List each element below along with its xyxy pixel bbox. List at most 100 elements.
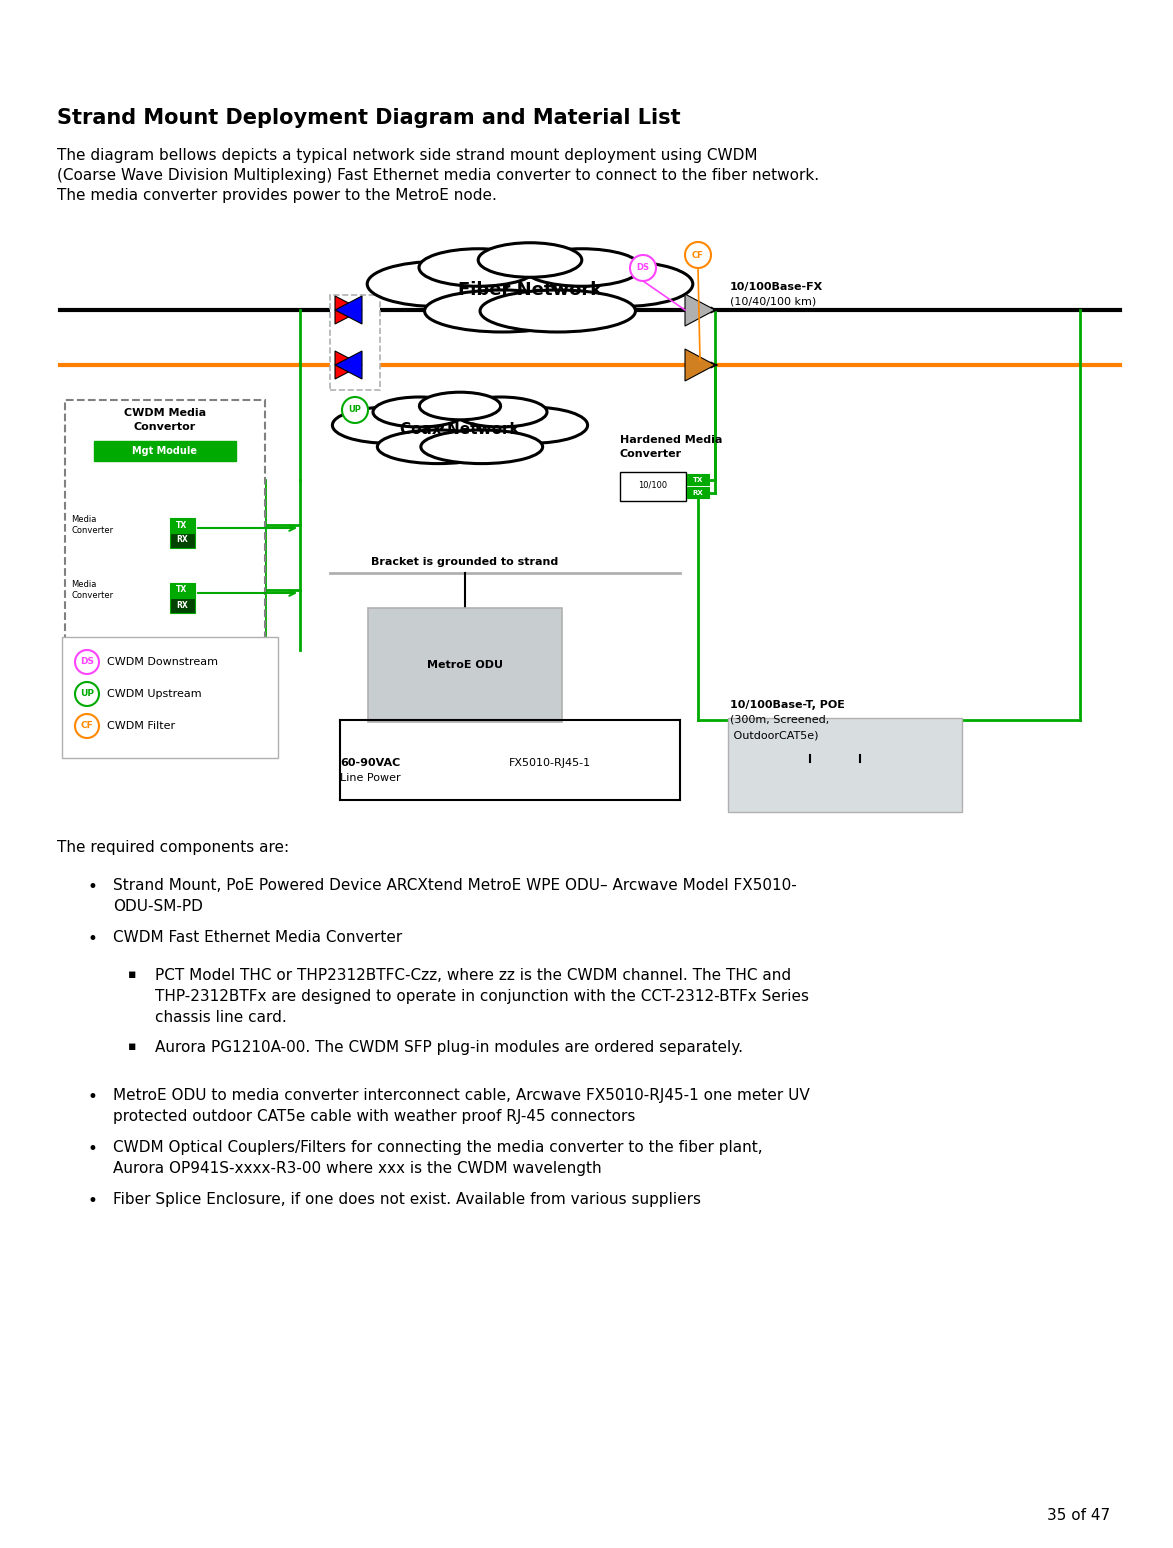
Text: CWDM Media: CWDM Media — [124, 409, 206, 418]
FancyBboxPatch shape — [619, 472, 685, 500]
Text: Aurora OP941S-xxxx-R3-00 where xxx is the CWDM wavelength: Aurora OP941S-xxxx-R3-00 where xxx is th… — [113, 1161, 602, 1176]
Polygon shape — [335, 296, 362, 324]
Circle shape — [75, 650, 99, 673]
Text: (Coarse Wave Division Multiplexing) Fast Ethernet media converter to connect to : (Coarse Wave Division Multiplexing) Fast… — [57, 169, 819, 183]
Text: •: • — [88, 930, 97, 947]
Text: RX: RX — [692, 491, 704, 495]
Circle shape — [343, 396, 368, 423]
Ellipse shape — [552, 262, 693, 307]
Text: UP: UP — [348, 406, 361, 415]
Text: MetroE ODU to media converter interconnect cable, Arcwave FX5010-RJ45-1 one mete: MetroE ODU to media converter interconne… — [113, 1088, 809, 1104]
FancyBboxPatch shape — [65, 399, 265, 659]
Text: The required components are:: The required components are: — [57, 841, 289, 854]
Text: OutdoorCAT5e): OutdoorCAT5e) — [730, 731, 819, 740]
Text: 35 of 47: 35 of 47 — [1046, 1508, 1110, 1523]
Text: RX: RX — [176, 601, 188, 610]
Text: Mgt Module: Mgt Module — [133, 446, 197, 457]
Text: CWDM Upstream: CWDM Upstream — [107, 689, 202, 700]
Text: ▪: ▪ — [128, 1040, 136, 1053]
Polygon shape — [685, 294, 716, 327]
FancyBboxPatch shape — [686, 474, 710, 486]
FancyBboxPatch shape — [728, 718, 962, 813]
Text: DS: DS — [637, 263, 650, 272]
Ellipse shape — [477, 407, 588, 443]
Text: DS: DS — [80, 658, 94, 667]
Text: Strand Mount, PoE Powered Device ARCXtend MetroE WPE ODU– Arcwave Model FX5010-: Strand Mount, PoE Powered Device ARCXten… — [113, 878, 796, 893]
Text: Bracket is grounded to strand: Bracket is grounded to strand — [372, 557, 558, 567]
Text: •: • — [88, 1192, 97, 1211]
FancyBboxPatch shape — [170, 582, 195, 598]
Text: protected outdoor CAT5e cable with weather proof RJ-45 connectors: protected outdoor CAT5e cable with weath… — [113, 1108, 636, 1124]
Text: PCT Model THC or THP2312BTFC-Czz, where zz is the CWDM channel. The THC and: PCT Model THC or THP2312BTFC-Czz, where … — [155, 968, 791, 983]
Circle shape — [630, 255, 656, 282]
Text: Media
Converter: Media Converter — [72, 515, 113, 534]
Text: Converter: Converter — [621, 449, 683, 460]
Polygon shape — [335, 296, 362, 324]
Text: Hardened Media: Hardened Media — [621, 435, 723, 444]
Polygon shape — [685, 348, 716, 381]
Text: Strand Mount Deployment Diagram and Material List: Strand Mount Deployment Diagram and Mate… — [57, 108, 680, 128]
Text: UP: UP — [80, 689, 94, 698]
Ellipse shape — [479, 243, 582, 277]
Text: CWDM Filter: CWDM Filter — [107, 721, 175, 731]
Text: TX: TX — [693, 477, 703, 483]
FancyBboxPatch shape — [170, 533, 195, 548]
Ellipse shape — [428, 257, 632, 324]
Text: The diagram bellows depicts a typical network side strand mount deployment using: The diagram bellows depicts a typical ne… — [57, 149, 758, 163]
FancyBboxPatch shape — [368, 608, 562, 721]
Text: MetroE ODU: MetroE ODU — [427, 659, 503, 670]
Text: •: • — [88, 1139, 97, 1158]
Text: FX5010-RJ45-1: FX5010-RJ45-1 — [509, 759, 591, 768]
FancyBboxPatch shape — [62, 636, 278, 759]
Ellipse shape — [523, 249, 640, 286]
Text: CF: CF — [81, 721, 94, 731]
Text: CF: CF — [692, 251, 704, 260]
Ellipse shape — [378, 430, 500, 463]
Text: 60-90VAC: 60-90VAC — [340, 759, 400, 768]
Text: Media
Converter: Media Converter — [72, 580, 113, 599]
Text: CWDM Fast Ethernet Media Converter: CWDM Fast Ethernet Media Converter — [113, 930, 402, 944]
Ellipse shape — [380, 402, 540, 457]
Text: CWDM Downstream: CWDM Downstream — [107, 656, 218, 667]
Text: 10/100: 10/100 — [638, 480, 667, 489]
FancyBboxPatch shape — [170, 517, 195, 533]
Ellipse shape — [480, 289, 636, 331]
FancyBboxPatch shape — [170, 598, 195, 613]
Text: Coax Network: Coax Network — [400, 423, 520, 438]
Circle shape — [685, 241, 711, 268]
Ellipse shape — [420, 392, 501, 420]
Text: •: • — [88, 878, 97, 896]
Ellipse shape — [373, 396, 466, 427]
Ellipse shape — [421, 430, 543, 463]
Ellipse shape — [332, 407, 442, 443]
Text: 10/100Base-T, POE: 10/100Base-T, POE — [730, 700, 845, 711]
FancyBboxPatch shape — [330, 296, 380, 390]
Ellipse shape — [419, 249, 537, 286]
Ellipse shape — [367, 262, 508, 307]
Circle shape — [75, 714, 99, 738]
Text: Convertor: Convertor — [134, 423, 196, 432]
Text: (10/40/100 km): (10/40/100 km) — [730, 297, 816, 307]
FancyBboxPatch shape — [686, 486, 710, 498]
Text: CWDM Optical Couplers/Filters for connecting the media converter to the fiber pl: CWDM Optical Couplers/Filters for connec… — [113, 1139, 762, 1155]
Text: •: • — [88, 1088, 97, 1105]
Ellipse shape — [454, 396, 547, 427]
Text: ▪: ▪ — [128, 968, 136, 981]
Polygon shape — [335, 351, 362, 379]
Text: (300m, Screened,: (300m, Screened, — [730, 715, 829, 724]
Circle shape — [75, 683, 99, 706]
Text: chassis line card.: chassis line card. — [155, 1009, 286, 1025]
Text: THP-2312BTFx are designed to operate in conjunction with the CCT-2312-BTFx Serie: THP-2312BTFx are designed to operate in … — [155, 989, 809, 1005]
Text: Line Power: Line Power — [340, 772, 400, 783]
Text: Aurora PG1210A-00. The CWDM SFP plug-in modules are ordered separately.: Aurora PG1210A-00. The CWDM SFP plug-in … — [155, 1040, 743, 1056]
Text: 10/100Base-FX: 10/100Base-FX — [730, 282, 823, 293]
Text: ODU-SM-PD: ODU-SM-PD — [113, 899, 203, 913]
FancyBboxPatch shape — [94, 441, 236, 461]
Text: TX: TX — [176, 585, 188, 594]
Polygon shape — [335, 351, 362, 379]
Text: Fiber Network: Fiber Network — [457, 282, 602, 299]
Text: RX: RX — [176, 536, 188, 545]
Ellipse shape — [425, 289, 579, 331]
Text: TX: TX — [176, 520, 188, 529]
Text: Fiber Splice Enclosure, if one does not exist. Available from various suppliers: Fiber Splice Enclosure, if one does not … — [113, 1192, 701, 1207]
